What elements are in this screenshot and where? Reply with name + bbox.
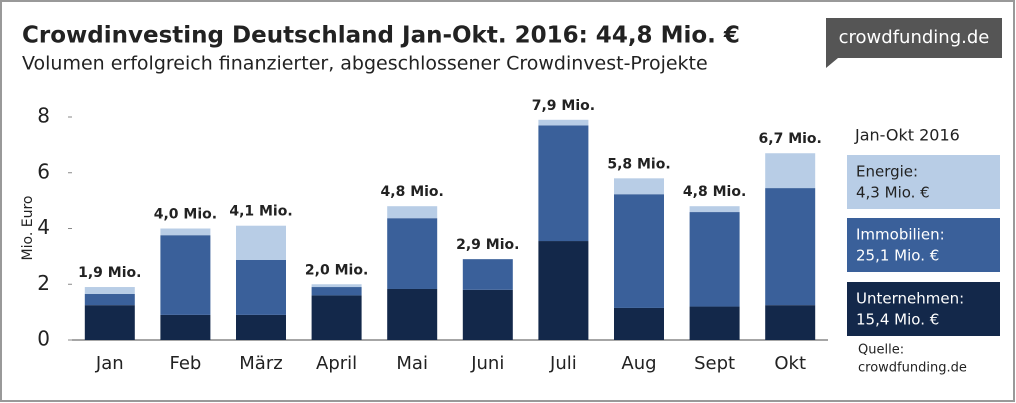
- bar-segment: [765, 188, 816, 306]
- bar-segment: [614, 178, 664, 195]
- bar-segment: [689, 212, 740, 307]
- x-tick-label: März: [239, 353, 282, 374]
- bar-segment: [538, 125, 589, 242]
- y-tick-label: 2: [37, 271, 50, 295]
- total-label: 4,8 Mio.: [381, 184, 444, 200]
- source: crowdfunding.de: [858, 361, 967, 376]
- x-tick-label: Okt: [774, 353, 806, 374]
- y-axis-label: Mio. Euro: [20, 196, 36, 261]
- legend-box: [847, 155, 1000, 209]
- y-tick-label: 0: [37, 327, 50, 351]
- bar-segment: [311, 284, 362, 288]
- bar-segment: [160, 314, 211, 340]
- total-label: 4,1 Mio.: [229, 204, 292, 220]
- legend-total: 4,3 Mio. €: [856, 184, 930, 202]
- bar-segment: [538, 241, 589, 340]
- x-tick-label: Juli: [549, 353, 577, 374]
- x-tick-label: Juni: [470, 353, 504, 374]
- bar-segment: [84, 305, 135, 340]
- bar-segment: [614, 194, 664, 308]
- x-tick-label: Sept: [694, 353, 735, 374]
- total-label: 1,9 Mio.: [78, 265, 141, 281]
- brand: crowdfunding.de: [839, 27, 990, 48]
- total-label: 5,8 Mio.: [607, 156, 670, 172]
- bar-segment: [462, 259, 513, 290]
- total-label: 6,7 Mio.: [759, 131, 822, 147]
- bar-segment: [236, 225, 286, 260]
- brand-tail: [826, 58, 838, 68]
- legend-box: [847, 282, 1000, 336]
- y-tick-label: 6: [37, 159, 50, 183]
- bar-segment: [387, 206, 438, 219]
- y-tick-label: 4: [37, 215, 50, 239]
- legend-label: Energie:: [856, 163, 918, 181]
- bar-segment: [387, 218, 438, 289]
- legend-box: [847, 218, 1000, 272]
- total-label: 2,0 Mio.: [305, 262, 368, 278]
- x-tick-label: Feb: [169, 353, 201, 374]
- legend-total: 25,1 Mio. €: [856, 247, 939, 265]
- bar-segment: [538, 119, 589, 126]
- total-label: 2,9 Mio.: [456, 237, 519, 253]
- bar-segment: [689, 306, 740, 340]
- x-tick-label: Jan: [95, 353, 124, 374]
- source: Quelle:: [858, 343, 904, 358]
- bar-segment: [765, 153, 816, 189]
- x-tick-label: April: [316, 353, 357, 374]
- y-tick-label: 8: [37, 104, 50, 128]
- bar-segment: [160, 228, 211, 236]
- bar-segment: [84, 294, 135, 306]
- bar-segment: [387, 288, 438, 340]
- legend-total: 15,4 Mio. €: [856, 311, 939, 329]
- bar-segment: [689, 206, 740, 213]
- bar-segment: [160, 235, 211, 315]
- bar-segment: [765, 305, 816, 340]
- bar-segment: [84, 287, 135, 295]
- brand-box: [826, 18, 1002, 58]
- total-label: 4,8 Mio.: [683, 184, 746, 200]
- bar-segment: [311, 287, 362, 296]
- total-label: 7,9 Mio.: [532, 98, 595, 114]
- x-tick-label: Aug: [621, 353, 656, 374]
- legend-label: Immobilien:: [856, 226, 945, 244]
- legend-title: Jan-Okt 2016: [854, 126, 960, 145]
- chart-title: Crowdinvesting Deutschland Jan-Okt. 2016…: [22, 23, 740, 49]
- bar-segment: [614, 307, 664, 340]
- bar-segment: [236, 314, 286, 340]
- legend-label: Unternehmen:: [856, 290, 964, 308]
- chart-subtitle: Volumen erfolgreich finanzierter, abgesc…: [22, 53, 708, 75]
- bar-segment: [236, 259, 286, 315]
- bar-segment: [311, 295, 362, 340]
- x-tick-label: Mai: [396, 353, 428, 374]
- bar-segment: [462, 289, 513, 340]
- total-label: 4,0 Mio.: [154, 207, 217, 223]
